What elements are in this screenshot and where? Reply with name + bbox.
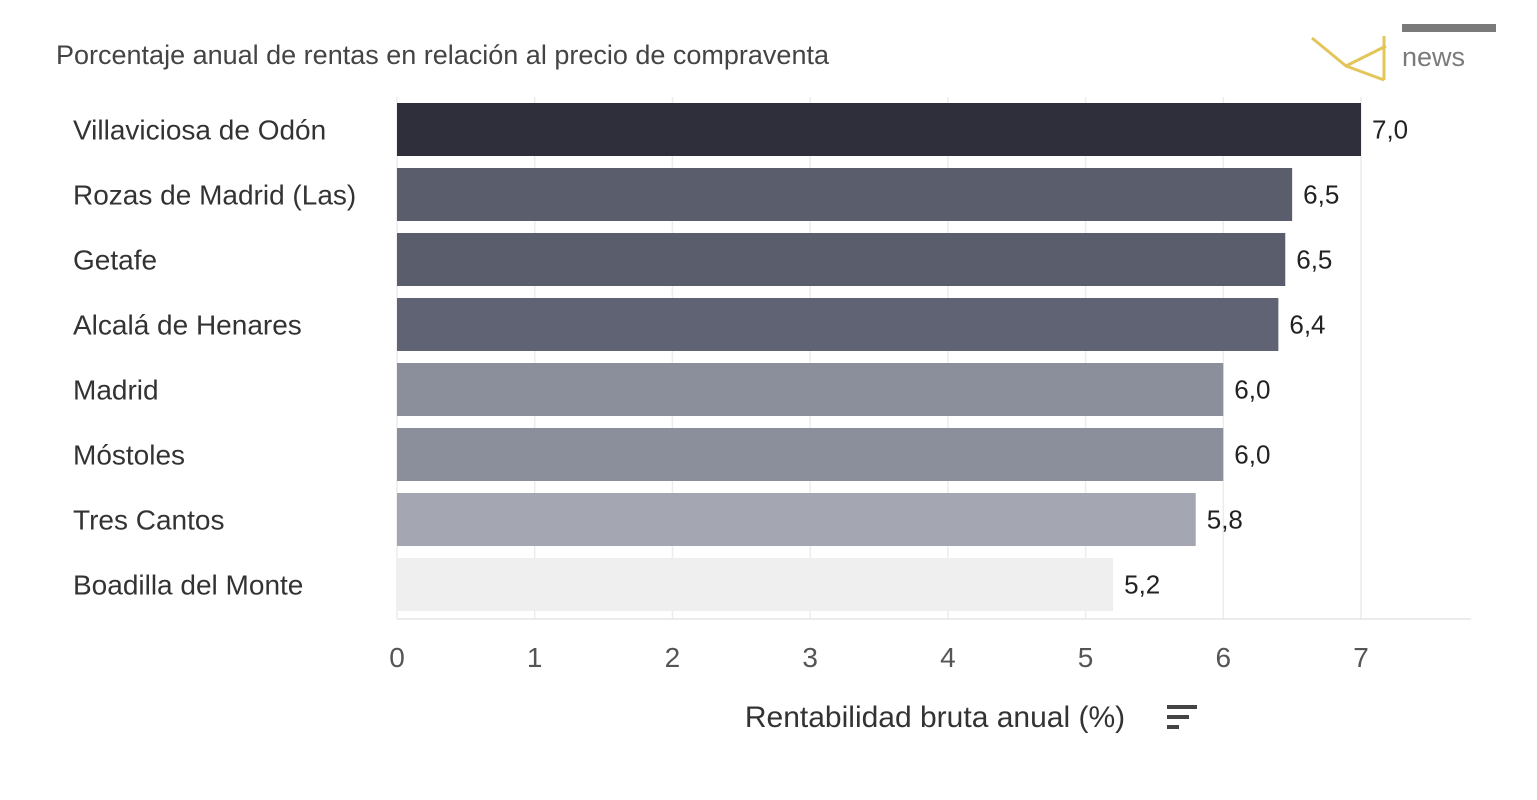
bar[interactable] [397, 298, 1279, 351]
sort-icon[interactable] [1167, 705, 1197, 729]
bar[interactable] [397, 493, 1196, 546]
category-label: Tres Cantos [73, 505, 224, 536]
value-label: 6,4 [1289, 310, 1325, 340]
x-tick-label: 3 [802, 642, 818, 673]
value-label: 6,5 [1296, 245, 1332, 275]
category-label: Madrid [73, 375, 159, 406]
x-tick-label: 6 [1215, 642, 1231, 673]
x-axis-title: Rentabilidad bruta anual (%) [745, 701, 1125, 734]
bar[interactable] [397, 558, 1114, 611]
bar[interactable] [397, 363, 1224, 416]
chart-subtitle: Porcentaje anual de rentas en relación a… [56, 40, 829, 70]
category-label: Villaviciosa de Odón [73, 115, 326, 146]
x-tick-label: 4 [940, 642, 956, 673]
x-tick-label: 5 [1078, 642, 1094, 673]
x-tick-label: 0 [389, 642, 405, 673]
value-label: 6,0 [1234, 375, 1270, 405]
x-tick-label: 2 [665, 642, 681, 673]
x-tick-label: 1 [527, 642, 543, 673]
x-tick-label: 7 [1353, 642, 1369, 673]
bar[interactable] [397, 428, 1224, 481]
category-label: Rozas de Madrid (Las) [73, 180, 356, 211]
value-label: 5,8 [1207, 505, 1243, 535]
bar[interactable] [397, 168, 1293, 221]
category-label: Alcalá de Henares [73, 310, 302, 341]
value-label: 6,5 [1303, 180, 1339, 210]
value-label: 5,2 [1124, 570, 1160, 600]
logo-mark-icon [1311, 24, 1496, 82]
value-label: 6,0 [1234, 440, 1270, 470]
value-label: 7,0 [1372, 115, 1408, 145]
category-label: Getafe [73, 245, 157, 276]
category-label: Móstoles [73, 440, 185, 471]
bar[interactable] [397, 233, 1286, 286]
logo-text: news [1402, 42, 1466, 72]
category-label: Boadilla del Monte [73, 570, 303, 601]
bar[interactable] [397, 103, 1361, 156]
